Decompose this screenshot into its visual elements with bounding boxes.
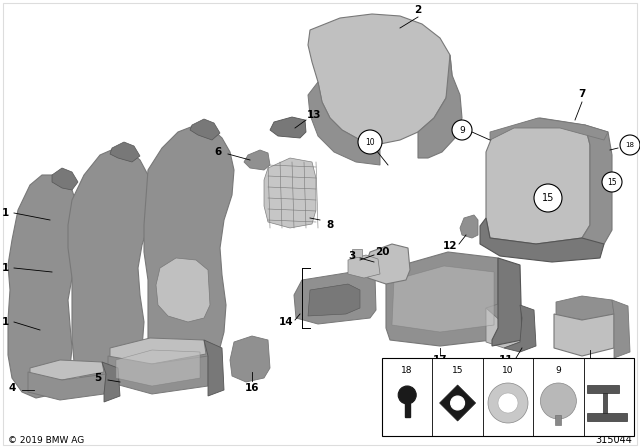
Polygon shape <box>486 308 522 348</box>
Text: 1: 1 <box>1 317 8 327</box>
Polygon shape <box>110 338 206 364</box>
Text: 18: 18 <box>401 366 413 375</box>
Circle shape <box>451 396 465 410</box>
Polygon shape <box>270 117 306 138</box>
Polygon shape <box>587 385 627 421</box>
Polygon shape <box>28 372 106 400</box>
Text: 2: 2 <box>414 5 422 15</box>
Polygon shape <box>294 272 376 324</box>
Text: 18: 18 <box>625 142 634 148</box>
Polygon shape <box>418 55 462 158</box>
Polygon shape <box>308 82 380 165</box>
Text: © 2019 BMW AG: © 2019 BMW AG <box>8 435 84 444</box>
Polygon shape <box>110 142 140 162</box>
Polygon shape <box>244 150 270 170</box>
Bar <box>556 415 561 425</box>
Text: 10: 10 <box>502 366 514 375</box>
Circle shape <box>398 386 416 404</box>
Text: 20: 20 <box>375 247 389 257</box>
Polygon shape <box>144 125 234 384</box>
Text: 15: 15 <box>452 366 463 375</box>
Text: 17: 17 <box>433 355 447 365</box>
Bar <box>404 395 410 417</box>
Polygon shape <box>486 302 522 324</box>
Polygon shape <box>460 215 478 238</box>
Text: 9: 9 <box>556 366 561 375</box>
Text: 1: 1 <box>1 208 8 218</box>
Polygon shape <box>230 336 270 382</box>
Polygon shape <box>102 362 120 402</box>
Text: 1: 1 <box>1 263 8 273</box>
Polygon shape <box>480 218 604 262</box>
Text: 6: 6 <box>214 147 221 157</box>
Bar <box>352 249 362 257</box>
Circle shape <box>620 135 640 155</box>
Polygon shape <box>52 168 78 190</box>
Polygon shape <box>366 244 410 284</box>
Bar <box>382 358 634 436</box>
Circle shape <box>452 120 472 140</box>
Text: 13: 13 <box>307 110 321 120</box>
Polygon shape <box>190 119 220 140</box>
Polygon shape <box>440 385 476 421</box>
Polygon shape <box>486 118 590 244</box>
Polygon shape <box>490 118 608 140</box>
Polygon shape <box>264 158 316 228</box>
Polygon shape <box>348 255 380 278</box>
Polygon shape <box>308 284 360 316</box>
Polygon shape <box>386 252 498 346</box>
Circle shape <box>540 383 577 419</box>
Polygon shape <box>156 258 210 322</box>
Polygon shape <box>68 148 152 388</box>
Polygon shape <box>108 356 208 394</box>
Text: 3: 3 <box>348 251 356 261</box>
Circle shape <box>534 184 562 212</box>
Polygon shape <box>392 266 494 332</box>
Circle shape <box>358 130 382 154</box>
Text: 12: 12 <box>443 241 457 251</box>
Text: 15: 15 <box>542 193 554 203</box>
Circle shape <box>488 383 528 423</box>
Text: 16: 16 <box>244 383 259 393</box>
Text: 7: 7 <box>579 89 586 99</box>
Polygon shape <box>116 350 200 386</box>
Polygon shape <box>612 300 630 358</box>
Polygon shape <box>8 175 82 398</box>
Text: 8: 8 <box>326 220 333 230</box>
Polygon shape <box>492 258 522 346</box>
Text: 19: 19 <box>581 359 595 369</box>
Polygon shape <box>554 314 614 356</box>
Text: 5: 5 <box>94 373 102 383</box>
Polygon shape <box>30 360 104 380</box>
Text: 15: 15 <box>607 177 617 186</box>
Circle shape <box>602 172 622 192</box>
Polygon shape <box>504 305 536 352</box>
Polygon shape <box>204 340 224 396</box>
Circle shape <box>498 393 518 413</box>
Polygon shape <box>582 125 612 245</box>
Text: 4: 4 <box>8 383 16 393</box>
Text: 11: 11 <box>499 355 513 365</box>
Text: 9: 9 <box>459 125 465 134</box>
Text: 10: 10 <box>365 138 375 146</box>
Text: 315044: 315044 <box>595 435 632 445</box>
Text: 14: 14 <box>278 317 293 327</box>
Polygon shape <box>308 14 452 144</box>
Polygon shape <box>556 296 614 320</box>
